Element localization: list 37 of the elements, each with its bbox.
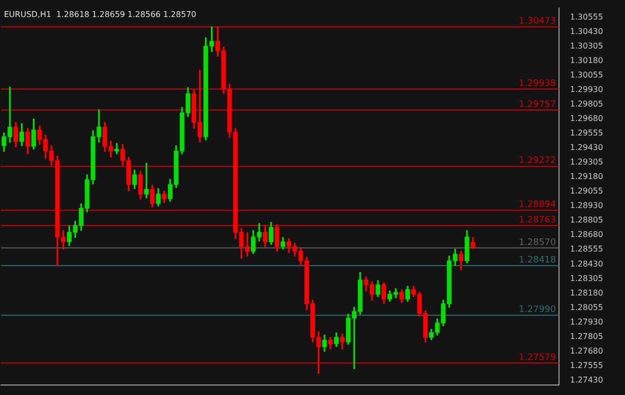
ref-line-label: 1.28763 — [518, 215, 556, 226]
y-tick-label: 1.28430 — [570, 259, 604, 268]
y-tick-label: 1.28555 — [570, 244, 604, 254]
ref-line-label: 1.29272 — [518, 156, 556, 166]
y-tick-label: 1.29680 — [570, 114, 604, 124]
y-tick-label: 1.29180 — [570, 172, 604, 182]
y-tick-label: 1.30055 — [570, 70, 604, 80]
y-tick-label: 1.30180 — [570, 56, 604, 65]
y-tick-label: 1.28930 — [570, 201, 604, 210]
chart-title: EURUSD,H1 1.28618 1.28659 1.28566 1.28570 — [4, 10, 196, 19]
ref-line-label: 1.29757 — [518, 100, 556, 110]
y-tick-label: 1.30555 — [570, 12, 604, 22]
y-tick-label: 1.29305 — [570, 158, 604, 167]
ref-line-label: 1.28418 — [518, 255, 556, 266]
y-tick-label: 1.29055 — [570, 186, 604, 196]
y-tick-label: 1.30430 — [570, 26, 604, 36]
y-tick-label: 1.27555 — [570, 360, 604, 370]
y-tick-label: 1.27805 — [570, 332, 604, 341]
ref-line-label: 1.27990 — [518, 305, 556, 316]
y-tick-label: 1.27680 — [570, 346, 604, 356]
y-tick-label: 1.30305 — [570, 41, 604, 50]
y-tick-label: 1.28180 — [570, 288, 604, 298]
ref-line-label: 1.28570 — [518, 238, 556, 248]
y-tick-label: 1.28055 — [570, 302, 604, 312]
ref-line-label: 1.29938 — [518, 78, 556, 89]
y-tick-label: 1.29430 — [570, 143, 604, 152]
y-tick-label: 1.27930 — [570, 317, 604, 326]
y-tick-label: 1.29805 — [570, 100, 604, 109]
ref-line-label: 1.27579 — [518, 352, 556, 363]
ref-line-label: 1.30473 — [518, 16, 556, 27]
y-tick-label: 1.27430 — [570, 375, 604, 384]
ref-line-label: 1.28894 — [518, 200, 556, 210]
y-tick-label: 1.28305 — [570, 274, 604, 283]
y-tick-label: 1.29555 — [570, 128, 604, 138]
y-tick-label: 1.28805 — [570, 216, 604, 225]
y-tick-label: 1.29930 — [570, 85, 604, 94]
y-tick-label: 1.28680 — [570, 230, 604, 240]
